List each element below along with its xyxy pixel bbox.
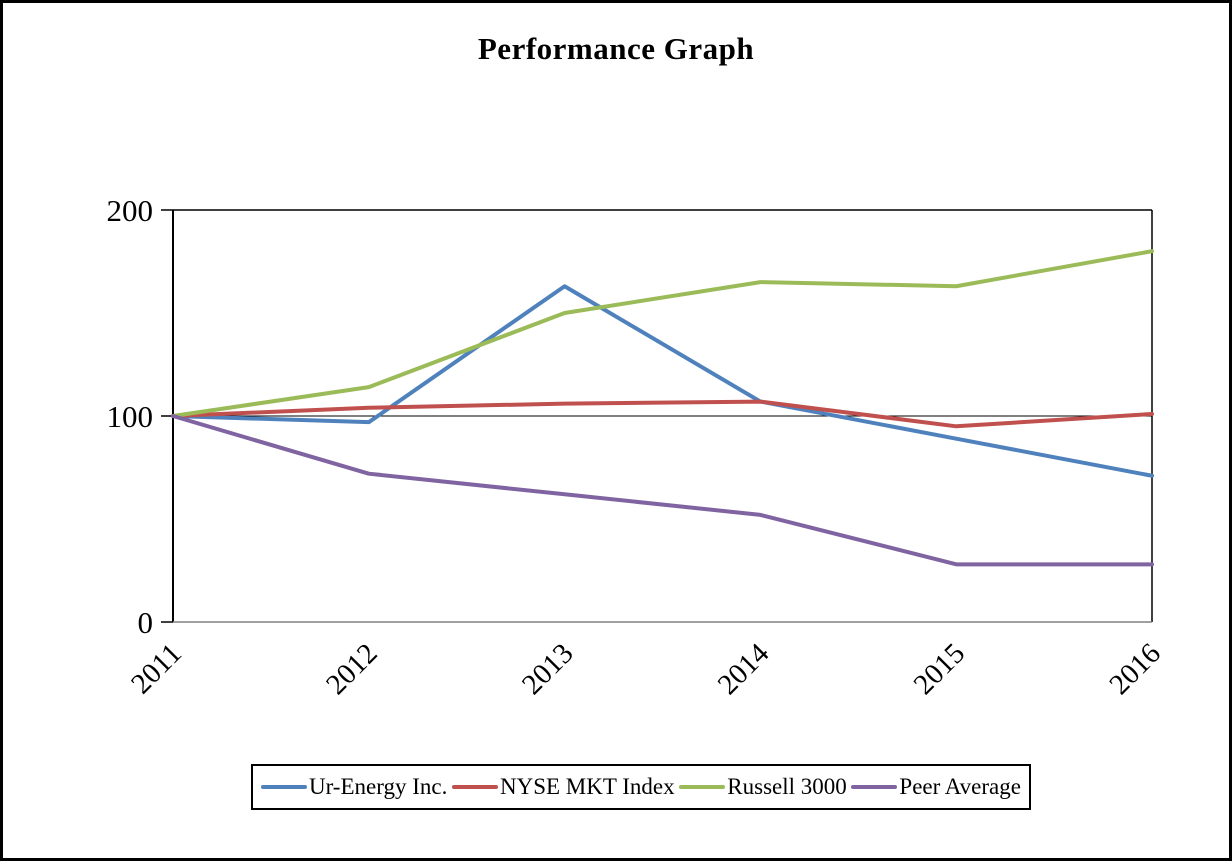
y-axis-labels: 0 100 200 [107,193,154,640]
legend-label-peer-average: Peer Average [899,774,1021,799]
legend-item-peer-average: Peer Average [851,774,1021,800]
chart-plot-area: 2011 2012 2013 2014 2015 2016 0 100 200 [107,193,1167,701]
y-tick-label-200: 200 [107,193,154,228]
y-tick-label-0: 0 [138,605,154,640]
x-tick-label-2015: 2015 [908,637,972,701]
chart-title: Performance Graph [477,31,755,66]
legend-item-russell-3000: Russell 3000 [679,774,847,800]
x-tick-label-2014: 2014 [712,637,776,701]
x-tick-label-2012: 2012 [320,637,384,701]
legend-label-russell-3000: Russell 3000 [727,774,847,799]
x-axis-labels: 2011 2012 2013 2014 2015 2016 [125,637,1167,701]
series-line-ur-energy-inc [171,284,1154,478]
legend-label-ur-energy-inc: Ur-Energy Inc. [309,774,448,799]
x-tick-label-2011: 2011 [125,637,188,700]
series-lines [171,249,1154,567]
legend-label-nyse-mkt-index: NYSE MKT Index [500,774,675,799]
legend-swatch-ur-energy-inc [261,785,307,789]
legend-swatch-russell-3000 [679,785,726,789]
series-line-peer-average [171,414,1154,567]
legend-swatch-peer-average [851,785,898,789]
x-tick-label-2013: 2013 [516,637,580,701]
y-tick-label-100: 100 [107,399,154,434]
legend-swatch-nyse-mkt-index [452,785,498,789]
series-line-russell-3000 [171,249,1154,418]
series-line-nyse-mkt-index [171,399,1154,429]
legend-item-nyse-mkt-index: NYSE MKT Index [452,774,675,800]
legend-item-ur-energy-inc: Ur-Energy Inc. [261,774,447,800]
x-tick-label-2016: 2016 [1103,637,1167,701]
legend: Ur-Energy Inc. NYSE MKT Index Russell 3000… [251,764,1031,810]
